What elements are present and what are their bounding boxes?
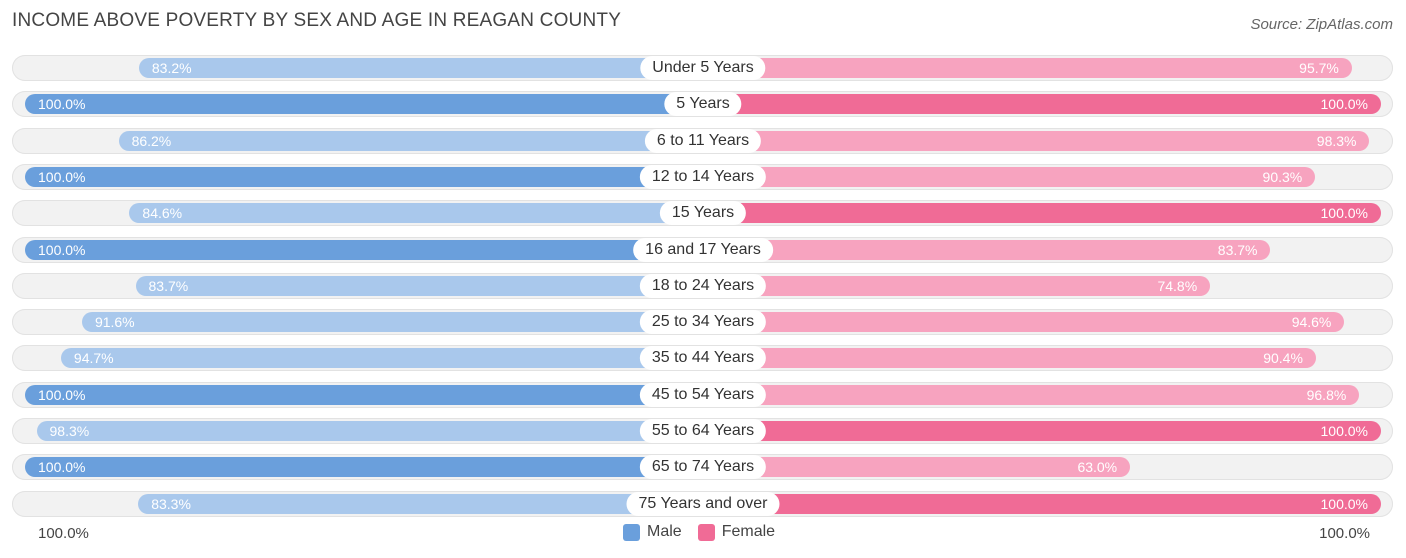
value-label-female: 74.8% [1157,277,1198,294]
category-label: 15 Years [659,201,747,226]
bar-female [703,348,1316,369]
value-label-female: 98.3% [1316,132,1357,149]
bar-female [703,203,1381,224]
bar-male [60,348,703,369]
value-label-male: 100.0% [38,386,86,403]
legend-label-female: Female [721,523,776,540]
bar-male [138,493,703,514]
bar-female [703,275,1211,296]
bar-female [703,58,1352,78]
category-label: 25 to 34 Years [639,310,767,335]
value-label-male: 100.0% [38,459,86,476]
bar-female [703,312,1345,333]
bar-female [703,384,1360,405]
value-label-female: 100.0% [1320,423,1368,439]
value-label-female: 96.8% [1306,386,1347,403]
value-label-male: 98.3% [49,423,90,439]
value-label-male: 84.6% [142,205,183,222]
category-label: 45 to 54 Years [639,382,767,407]
bar-male [25,239,703,260]
bar-male [25,384,703,405]
value-label-male: 83.7% [148,277,189,294]
value-label-female: 63.0% [1077,459,1118,476]
category-label: 65 to 74 Years [639,455,767,480]
value-label-male: 91.6% [94,314,135,331]
value-label-female: 90.4% [1263,350,1303,367]
axis-right-label: 100.0% [1319,525,1370,542]
value-label-female: 90.3% [1262,168,1303,185]
value-label-female: 100.0% [1320,205,1368,222]
bar-female [703,493,1381,514]
source-label: Source: ZipAtlas.com [1250,16,1393,33]
value-label-male: 100.0% [38,241,86,258]
bar-female [703,166,1316,187]
value-label-female: 83.7% [1217,241,1258,258]
bar-female [703,94,1381,115]
value-label-female: 100.0% [1320,495,1368,512]
category-label: 18 to 24 Years [639,273,767,298]
axis-left-label: 100.0% [38,525,89,542]
chart-title: INCOME ABOVE POVERTY BY SEX AND AGE IN R… [12,10,622,31]
bar-male [25,457,703,478]
category-label: 16 and 17 Years [633,237,773,262]
bar-male [81,312,703,333]
value-label-male: 100.0% [38,96,86,113]
bar-male [25,94,703,115]
value-label-male: 83.2% [151,60,192,76]
bar-male [138,58,703,78]
legend-item-male: Male [623,523,682,541]
value-label-male: 86.2% [131,132,172,149]
category-label: 55 to 64 Years [639,419,767,443]
bar-male [25,166,703,187]
category-label: 5 Years [664,92,742,117]
category-label: 12 to 14 Years [639,164,767,189]
legend-swatch-female [697,523,715,541]
legend-label-male: Male [647,523,682,540]
bar-female [703,457,1131,478]
legend: Male Female [623,523,791,541]
value-label-female: 100.0% [1320,96,1368,113]
bar-male [129,203,703,224]
value-label-male: 94.7% [73,350,114,367]
bar-male [118,130,703,151]
category-label: 35 to 44 Years [639,346,767,371]
category-label: 75 Years and over [626,491,780,516]
category-label: 6 to 11 Years [644,128,762,153]
category-label: Under 5 Years [640,56,766,80]
value-label-female: 94.6% [1291,314,1332,331]
bar-female [703,130,1370,151]
bar-male [135,275,703,296]
bar-male [36,421,703,441]
bar-female [703,421,1381,441]
value-label-male: 83.3% [151,495,191,512]
legend-swatch-male [623,523,640,541]
value-label-male: 100.0% [38,168,86,185]
value-label-female: 95.7% [1299,60,1339,76]
legend-item-female: Female [697,523,776,541]
bar-female [703,239,1271,260]
